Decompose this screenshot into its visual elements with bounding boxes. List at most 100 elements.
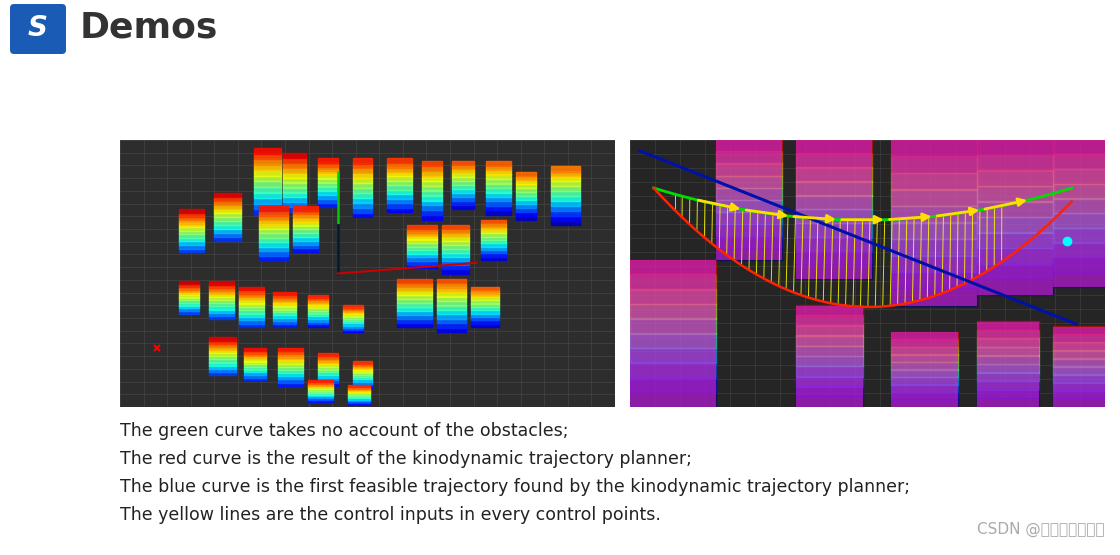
Bar	[179, 234, 204, 238]
FancyBboxPatch shape	[10, 4, 66, 54]
Bar	[1053, 184, 1105, 199]
Bar	[347, 396, 370, 398]
Bar	[318, 356, 338, 359]
Bar	[318, 190, 338, 195]
Bar	[407, 250, 437, 254]
Bar	[259, 220, 288, 225]
Bar	[308, 392, 333, 395]
Bar	[977, 372, 1038, 381]
Bar	[892, 255, 977, 273]
Bar	[353, 163, 373, 169]
Bar	[347, 402, 370, 405]
Bar	[239, 310, 263, 314]
Bar	[279, 364, 304, 367]
Bar	[273, 295, 296, 298]
Bar	[977, 201, 1053, 218]
Bar	[977, 155, 1053, 171]
Bar	[179, 224, 204, 227]
Bar	[308, 382, 333, 384]
Bar	[482, 250, 506, 254]
Bar	[239, 324, 263, 327]
Bar	[283, 202, 306, 207]
Bar	[1053, 271, 1105, 287]
Bar	[318, 179, 338, 183]
Bar	[318, 158, 338, 163]
Bar	[892, 332, 958, 407]
Bar	[239, 313, 263, 317]
Bar	[209, 350, 236, 353]
Bar	[253, 181, 281, 187]
Bar	[209, 284, 234, 287]
Bar	[308, 398, 333, 400]
Bar	[516, 188, 535, 192]
Bar	[486, 183, 511, 188]
Bar	[279, 373, 304, 376]
Bar	[441, 245, 469, 249]
Text: CSDN @读书健身敲代码: CSDN @读书健身敲代码	[978, 522, 1105, 537]
Bar	[482, 223, 506, 227]
Bar	[977, 321, 1038, 330]
Bar	[353, 377, 373, 380]
Bar	[209, 309, 234, 312]
Bar	[214, 217, 241, 221]
Bar	[1053, 198, 1105, 214]
Bar	[422, 190, 441, 195]
Bar	[308, 297, 328, 300]
Bar	[279, 354, 304, 357]
Bar	[318, 367, 338, 370]
Bar	[892, 206, 977, 223]
Bar	[977, 355, 1038, 364]
Bar	[308, 295, 328, 297]
Bar	[482, 220, 506, 224]
Bar	[353, 193, 373, 198]
Bar	[209, 359, 236, 362]
Bar	[977, 248, 1053, 264]
Bar	[486, 179, 511, 184]
Bar	[551, 186, 580, 191]
Bar	[179, 245, 204, 249]
Bar	[353, 370, 373, 373]
Bar	[214, 209, 241, 214]
Bar	[209, 281, 234, 285]
Bar	[977, 186, 1053, 202]
Bar	[437, 305, 467, 310]
Bar	[279, 348, 304, 351]
Bar	[892, 189, 977, 206]
Bar	[892, 156, 977, 173]
Bar	[179, 209, 204, 213]
Bar	[343, 327, 363, 330]
Bar	[308, 387, 333, 389]
Bar	[977, 338, 1038, 347]
Bar	[244, 351, 267, 354]
Bar	[977, 381, 1038, 390]
Bar	[892, 384, 958, 392]
Bar	[308, 311, 328, 314]
Bar	[347, 401, 370, 403]
Bar	[407, 254, 437, 258]
Bar	[308, 385, 333, 387]
Bar	[451, 185, 474, 189]
Bar	[244, 377, 267, 380]
Bar	[388, 194, 412, 199]
Bar	[388, 163, 412, 168]
Bar	[892, 399, 958, 407]
Bar	[347, 400, 370, 401]
Bar	[214, 213, 241, 218]
Bar	[398, 295, 432, 299]
Bar	[892, 272, 977, 289]
Bar	[451, 201, 474, 205]
Bar	[283, 158, 306, 163]
Bar	[796, 167, 872, 181]
Bar	[516, 192, 535, 196]
Bar	[244, 359, 267, 362]
Bar	[1053, 398, 1105, 407]
Bar	[209, 312, 234, 316]
Bar	[179, 292, 199, 295]
Bar	[398, 291, 432, 295]
Bar	[422, 195, 441, 200]
Bar	[441, 261, 469, 265]
Bar	[451, 193, 474, 198]
Bar	[398, 299, 432, 303]
Bar	[437, 296, 467, 301]
Bar	[293, 221, 318, 226]
